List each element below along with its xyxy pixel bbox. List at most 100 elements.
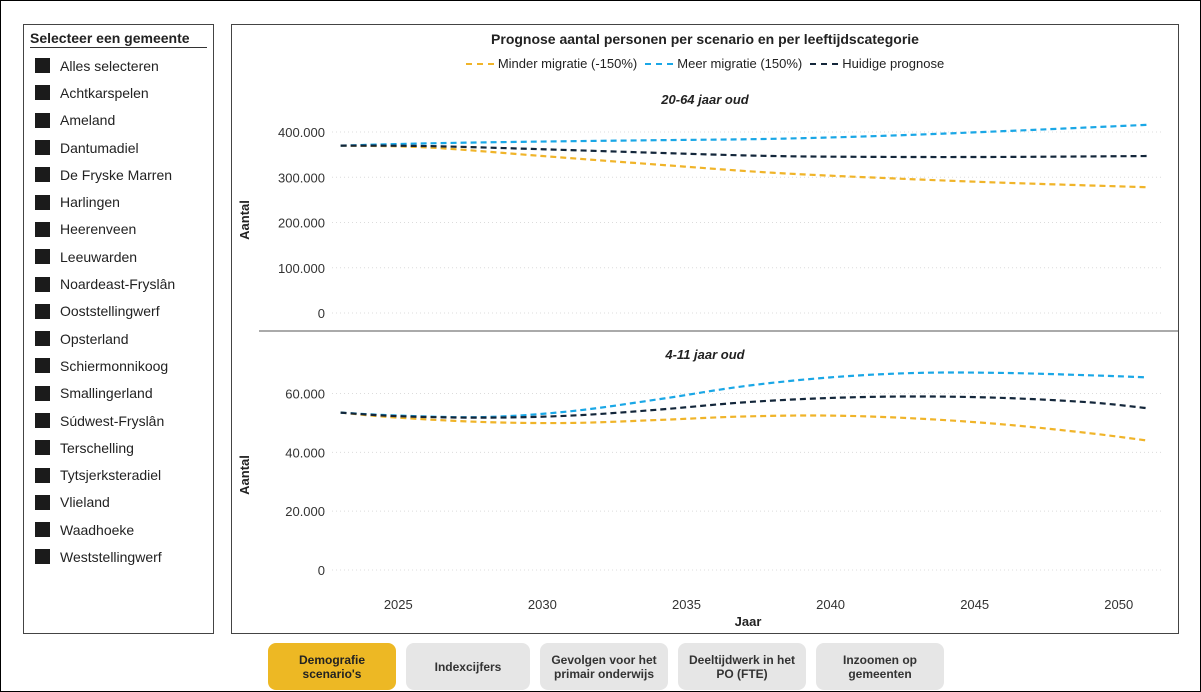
checkbox-icon[interactable]	[35, 140, 50, 156]
slicer-item[interactable]: Achtkarspelen	[24, 79, 213, 106]
nav-tab[interactable]: Deeltijdwerk in het PO (FTE)	[678, 643, 806, 690]
legend-dash-icon	[810, 62, 839, 65]
slicer-item-label: Opsterland	[60, 330, 129, 347]
subchart-title: 4-11 jaar oud	[664, 347, 745, 362]
slicer-item[interactable]: Smallingerland	[24, 380, 213, 407]
nav-tab[interactable]: Demografie scenario's	[268, 643, 396, 690]
slicer-item-label: Harlingen	[60, 194, 120, 211]
y-tick-label: 40.000	[285, 445, 325, 460]
legend-label: Huidige prognose	[842, 56, 945, 71]
checkbox-icon[interactable]	[35, 194, 50, 210]
checkbox-icon[interactable]	[35, 303, 50, 319]
y-tick-label: 100.000	[278, 261, 325, 276]
slicer-list: Alles selecteren Achtkarspelen Ameland Dant…	[24, 52, 213, 571]
checkbox-icon[interactable]	[35, 413, 50, 428]
x-tick-label: 2030	[528, 597, 557, 612]
y-tick-label: 0	[318, 306, 325, 321]
y-tick-label: 300.000	[278, 170, 325, 185]
slicer-item-label: Tytsjerksteradiel	[60, 467, 162, 484]
legend-dash-icon	[645, 62, 674, 65]
series-line	[340, 144, 1148, 189]
checkbox-icon[interactable]	[35, 494, 50, 510]
slicer-item-label: Schiermonnikoog	[60, 357, 169, 374]
y-axis-label: Aantal	[237, 455, 252, 495]
legend-label: Meer migratie (150%)	[677, 56, 803, 71]
slicer-item[interactable]: Noardeast-Fryslân	[24, 270, 213, 297]
y-tick-label: 60.000	[285, 387, 325, 402]
page-navigation: Demografie scenario's Indexcijfers Gevolge…	[268, 643, 944, 690]
nav-tab[interactable]: Indexcijfers	[406, 643, 530, 690]
y-axis-label: Aantal	[237, 200, 252, 240]
slicer-item[interactable]: Tytsjerksteradiel	[24, 461, 213, 488]
checkbox-icon[interactable]	[35, 467, 50, 483]
nav-tab[interactable]: Inzoomen op gemeenten	[816, 643, 944, 690]
slicer-item-label: Waadhoeke	[60, 521, 135, 538]
checkbox-icon[interactable]	[35, 167, 50, 183]
slicer-item-label: Achtkarspelen	[60, 84, 149, 101]
slicer-item[interactable]: Harlingen	[24, 188, 213, 215]
checkbox-icon[interactable]	[35, 522, 50, 538]
checkbox-icon[interactable]	[35, 276, 50, 292]
series-line	[340, 395, 1148, 419]
checkbox-icon[interactable]	[35, 112, 50, 128]
checkbox-icon[interactable]	[35, 331, 50, 347]
checkbox-icon[interactable]	[35, 249, 50, 265]
slicer-item[interactable]: Schiermonnikoog	[24, 352, 213, 379]
legend-item[interactable]: Meer migratie (150%)	[645, 56, 802, 71]
x-tick-label: 2035	[672, 597, 701, 612]
slicer-item[interactable]: Vlieland	[24, 489, 213, 516]
line-charts: 20-64 jaar oud Aantal 0 100.000 200.000 300.0…	[237, 92, 1178, 629]
legend-item[interactable]: Minder migratie (-150%)	[465, 56, 638, 71]
x-tick-label: 2040	[816, 597, 845, 612]
slicer-item-label: Vlieland	[60, 494, 110, 511]
slicer-item[interactable]: Heerenveen	[24, 216, 213, 243]
checkbox-icon[interactable]	[35, 85, 50, 101]
slicer-item[interactable]: Ameland	[24, 107, 213, 134]
checkbox-icon[interactable]	[35, 440, 50, 456]
slicer-item[interactable]: Súdwest-Fryslân	[24, 407, 213, 434]
slicer-item[interactable]: Dantumadiel	[24, 134, 213, 161]
checkbox-icon[interactable]	[35, 385, 50, 401]
series-line	[340, 371, 1148, 419]
x-axis-label: Jaar	[735, 614, 762, 629]
slicer-item-label: Noardeast-Fryslân	[60, 276, 176, 293]
series-line	[340, 144, 1148, 159]
slicer-item[interactable]: Leeuwarden	[24, 243, 213, 270]
checkbox-icon[interactable]	[35, 358, 50, 374]
slicer-item-label: Súdwest-Fryslân	[60, 412, 165, 429]
chart-panel: Prognose aantal personen per scenario en…	[231, 24, 1179, 634]
y-tick-label: 0	[318, 563, 325, 578]
slicer-item-label: De Fryske Marren	[60, 166, 173, 183]
slicer-item-label: Ameland	[60, 112, 116, 129]
series-line	[340, 411, 1148, 442]
slicer-item-label: Leeuwarden	[60, 248, 138, 265]
slicer-item[interactable]: Terschelling	[24, 434, 213, 461]
series-line	[340, 123, 1148, 147]
x-tick-label: 2050	[1104, 597, 1133, 612]
y-tick-label: 20.000	[285, 504, 325, 519]
legend-dash-icon	[465, 62, 494, 65]
slicer-item[interactable]: Opsterland	[24, 325, 213, 352]
nav-tab[interactable]: Gevolgen voor het primair onderwijs	[540, 643, 668, 690]
x-tick-label: 2045	[960, 597, 989, 612]
checkbox-icon[interactable]	[35, 221, 50, 237]
legend-label: Minder migratie (-150%)	[497, 56, 638, 71]
slicer-item-label: Terschelling	[60, 439, 134, 456]
y-tick-label: 200.000	[278, 216, 325, 231]
subchart-title: 20-64 jaar oud	[660, 92, 749, 107]
slicer-item[interactable]: De Fryske Marren	[24, 161, 213, 188]
slicer-item-label: Heerenveen	[60, 221, 137, 238]
slicer-item-label: Dantumadiel	[60, 139, 139, 156]
legend-item[interactable]: Huidige prognose	[810, 56, 944, 71]
slicer-item-label: Alles selecteren	[60, 57, 159, 74]
y-tick-label: 400.000	[278, 125, 325, 140]
slicer-item[interactable]: Alles selecteren	[24, 52, 213, 79]
gemeente-slicer: Selecteer een gemeente Alles selecteren A…	[23, 24, 214, 634]
checkbox-icon[interactable]	[35, 58, 50, 74]
slicer-item-label: Ooststellingwerf	[60, 303, 160, 320]
slicer-item[interactable]: Ooststellingwerf	[24, 298, 213, 325]
x-tick-label: 2025	[384, 597, 413, 612]
slicer-item[interactable]: Waadhoeke	[24, 516, 213, 543]
checkbox-icon[interactable]	[35, 549, 50, 565]
slicer-item[interactable]: Weststellingwerf	[24, 543, 213, 570]
